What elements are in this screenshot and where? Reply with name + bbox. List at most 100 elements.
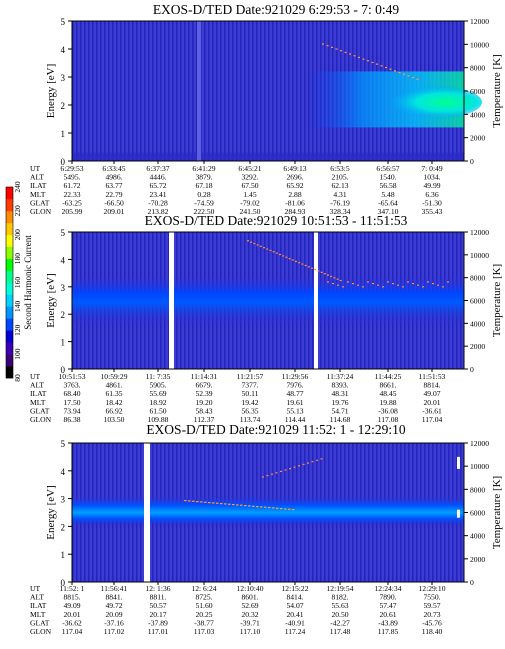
table-cell: 20.25 (195, 610, 212, 619)
table-cell: 11:44:25 (375, 372, 402, 381)
y2-tick-label: 12000 (470, 439, 489, 448)
panel-2: EXOS-D/TED Date:921029 10:51:53 - 11:51:… (30, 213, 503, 424)
scatter-mark (236, 504, 239, 506)
table-row-label: UT (30, 584, 40, 593)
panel-title: EXOS-D/TED Date:921029 6:29:53 - 7: 0:49 (153, 2, 400, 17)
colorbar-tick-label: 220 (13, 205, 22, 217)
table-cell: -76.19 (330, 198, 350, 207)
scatter-mark (292, 508, 295, 511)
orbit-table: UT 6:29:53 6:33:45 6:37:37 6:41:29 6:45:21 6:4… (30, 164, 443, 216)
table-cell: -36.62 (62, 618, 82, 627)
table-cell: 209.01 (104, 207, 125, 216)
table-cell: 6:41:29 (192, 164, 215, 173)
table-cell: -70.28 (148, 198, 168, 207)
table-cell: -37.16 (104, 618, 124, 627)
table-cell: 1034. (423, 173, 440, 182)
scatter-mark (358, 56, 360, 59)
scatter-mark (398, 71, 401, 74)
scatter-mark (184, 499, 187, 502)
y2-tick-label: 2000 (470, 134, 485, 143)
y-tick-label: 3 (61, 495, 66, 505)
scatter-mark (387, 281, 389, 283)
colorbar-segment (6, 222, 13, 236)
table-cell: 6:53:5 (330, 164, 350, 173)
table-cell: 113.74 (240, 415, 261, 424)
table-cell: 8661. (379, 381, 396, 390)
scatter-mark (340, 50, 342, 52)
scatter-mark (330, 275, 333, 278)
scatter-mark (288, 258, 291, 260)
scatter-mark (407, 281, 409, 283)
scatter-mark (437, 284, 439, 286)
scatter-mark (295, 260, 297, 262)
y-tick-label: 0 (61, 157, 66, 167)
table-cell: 5495. (63, 173, 80, 182)
y2-tick-label: 6000 (470, 87, 485, 96)
table-cell: 6.36 (425, 190, 438, 199)
scatter-mark (263, 247, 265, 249)
scatter-mark (314, 268, 317, 271)
table-cell: 12:15:22 (281, 584, 308, 593)
scatter-mark (382, 286, 384, 288)
table-cell: 55.13 (286, 406, 303, 415)
scatter-mark (271, 473, 273, 475)
scatter-mark (422, 286, 424, 288)
colorbar-segment (6, 234, 13, 247)
colorbar-segment (6, 318, 13, 331)
colorbar-tick-label: 80 (13, 374, 22, 382)
table-cell: 66.92 (105, 406, 122, 415)
y-tick-label: 1 (61, 338, 66, 348)
table-cell: 57.47 (379, 601, 396, 610)
scatter-mark (342, 286, 344, 288)
table-cell: 55.63 (331, 601, 348, 610)
table-cell: 50.11 (242, 389, 259, 398)
scatter-mark (279, 253, 281, 256)
scatter-mark (266, 474, 269, 477)
y-tick-label: 2 (61, 310, 66, 320)
table-cell: 117.04 (62, 627, 83, 636)
table-cell: 67.18 (195, 181, 212, 190)
table-cell: 58.43 (195, 406, 212, 415)
panel-title: EXOS-D/TED Date:921029 11:52: 1 - 12:29:… (146, 422, 406, 437)
table-cell: 8725. (195, 593, 212, 602)
y-tick-label: 1 (61, 129, 66, 139)
scatter-mark (188, 500, 191, 502)
scatter-mark (256, 244, 259, 246)
table-cell: 11:56:41 (101, 584, 128, 593)
colorbar-segment (6, 354, 13, 367)
table-cell: 48.77 (286, 389, 303, 398)
y-tick-label: 2 (61, 101, 66, 111)
scatter-mark (285, 256, 288, 258)
y2-tick-label: 10000 (470, 251, 489, 260)
scatter-mark (216, 502, 219, 504)
scatter-mark (367, 281, 369, 283)
table-cell: -65.64 (378, 198, 398, 207)
scatter-mark (298, 262, 301, 264)
scatter-mark (288, 508, 291, 510)
y-tick-label: 0 (61, 578, 66, 588)
scatter-mark (394, 70, 396, 72)
scatter-mark (336, 278, 339, 280)
colorbar-tick-label: 240 (13, 181, 22, 193)
y2-tick-label: 4000 (470, 319, 485, 328)
table-cell: 10:51:53 (58, 372, 85, 381)
scatter-mark (200, 501, 203, 503)
table-cell: 3879. (195, 173, 212, 182)
energy-band (72, 275, 464, 326)
table-cell: 241.50 (240, 207, 261, 216)
scatter-mark (332, 282, 334, 285)
table-cell: -37.89 (148, 618, 168, 627)
y2-tick-label: 0 (470, 365, 474, 374)
table-cell: 6:49:13 (283, 164, 306, 173)
table-cell: 8841. (105, 593, 122, 602)
y2-tick-label: 12000 (470, 17, 489, 26)
table-cell: 0.28 (197, 190, 210, 199)
y2-tick-label: 8000 (470, 274, 485, 283)
scatter-mark (259, 245, 262, 247)
table-cell: 61.50 (149, 406, 166, 415)
scatter-mark (302, 463, 305, 466)
table-row-label: UT (30, 372, 40, 381)
table-cell: 49.09 (63, 601, 80, 610)
table-cell: -39.71 (240, 618, 260, 627)
